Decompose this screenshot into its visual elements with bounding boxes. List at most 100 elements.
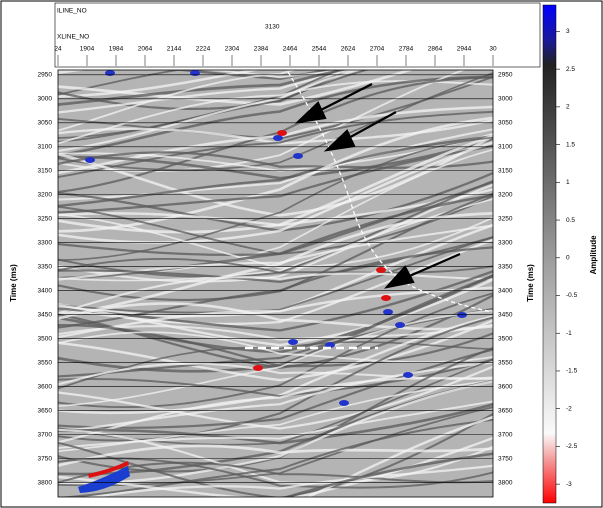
amplitude-anomaly (78, 466, 130, 493)
time-tick-label-right: 2950 (498, 72, 513, 79)
reflector (283, 452, 493, 497)
time-tick-label-left: 3550 (38, 359, 53, 366)
amplitude-anomaly (190, 70, 200, 76)
xline-tick-label: 24 (54, 46, 62, 53)
xline-tick-label: 2224 (196, 46, 211, 53)
reflector (58, 75, 493, 157)
time-tick-label-right: 3800 (498, 479, 513, 486)
amplitude-anomaly (105, 70, 115, 76)
amplitude-anomaly (403, 372, 413, 378)
colorbar-title: Amplitude (589, 235, 598, 275)
inline-value: 3130 (265, 24, 280, 31)
reflector (58, 70, 362, 152)
reflector (58, 80, 493, 145)
time-tick-label-right: 3050 (498, 119, 513, 126)
reflector (58, 309, 493, 407)
reflector (58, 331, 493, 364)
xline-tick-label: 2784 (399, 46, 414, 53)
time-labels: 2950 2950 3000 3000 3050 3050 3100 3100 3150 3150… (38, 72, 513, 487)
xline-tick-label: 2064 (138, 46, 153, 53)
reflector (58, 302, 493, 331)
annotations (245, 71, 493, 350)
time-tick-label-right: 3300 (498, 239, 513, 246)
amplitude-anomaly (325, 342, 335, 348)
amplitude-anomaly (85, 157, 95, 163)
time-tick-label-left: 3800 (38, 479, 53, 486)
time-tick-label-right: 3250 (498, 215, 513, 222)
reflector (58, 70, 414, 106)
reflector (58, 436, 493, 497)
reflector (58, 403, 493, 445)
colorbar-tick-label: 2.5 (566, 66, 575, 73)
reflector (58, 141, 493, 244)
seismic-texture (58, 70, 493, 497)
time-tick-label-left: 3300 (38, 239, 53, 246)
xline-tick-label: 2704 (370, 46, 385, 53)
colorbar-tick-label: -2 (566, 405, 572, 412)
time-tick-label-right: 3100 (498, 143, 513, 150)
time-tick-label-left: 3700 (38, 431, 53, 438)
time-tick-label-right: 3600 (498, 383, 513, 390)
plot-border (57, 69, 494, 498)
reflector (58, 194, 493, 280)
reflector (58, 323, 493, 368)
xline-tick-label: 2144 (167, 46, 182, 53)
reflector (58, 316, 493, 442)
xline-tick-label: 2304 (225, 46, 240, 53)
amplitude-anomaly (288, 339, 298, 345)
time-tick-label-left: 3750 (38, 455, 53, 462)
colorbar-tick-label: -3 (566, 481, 572, 488)
colorbar-tick-label: -0.5 (566, 292, 578, 299)
amplitude-anomaly (277, 130, 287, 136)
time-tick-label-left: 3000 (38, 96, 53, 103)
amplitude-anomaly (88, 461, 129, 478)
reflector (58, 348, 493, 429)
xline-tick-label: 2384 (254, 46, 269, 53)
xline-tick-label: 2944 (457, 46, 472, 53)
time-tick-label-right: 3750 (498, 455, 513, 462)
time-tick-label-left: 3150 (38, 167, 53, 174)
fault-line (287, 71, 493, 313)
reflector (58, 70, 358, 114)
colorbar-tick-label: -1 (566, 330, 572, 337)
reflector (171, 70, 331, 80)
reflector (58, 444, 493, 468)
time-tick-label-right: 3400 (498, 287, 513, 294)
amplitude-anomaly (381, 295, 391, 301)
time-grid (58, 74, 493, 483)
reflector (58, 257, 493, 274)
xline-tick-label: 2864 (428, 46, 443, 53)
time-tick-label-left: 3200 (38, 191, 53, 198)
amplitude-anomaly (383, 309, 393, 315)
time-tick-label-left: 3250 (38, 215, 53, 222)
xline-label: XLINE_NO (57, 34, 89, 41)
arrows (294, 83, 461, 289)
reflector (58, 188, 493, 227)
xline-tick-label: 1904 (80, 46, 95, 53)
reflector (58, 70, 349, 106)
xline-tick-label: 2544 (312, 46, 327, 53)
reflector (58, 400, 493, 449)
time-tick-label-left: 3450 (38, 311, 53, 318)
reflector (58, 183, 493, 283)
colorbar-tick-label: -2.5 (566, 443, 578, 450)
colorbar-tick-label: 3 (566, 28, 570, 35)
reflector (58, 136, 493, 261)
amplitude-anomaly (293, 153, 303, 159)
reflector (58, 428, 493, 485)
time-tick-label-right: 3500 (498, 335, 513, 342)
reflector (58, 380, 493, 485)
time-tick-label-right: 3200 (498, 191, 513, 198)
time-tick-label-right: 3350 (498, 263, 513, 270)
amplitude-anomaly (376, 267, 386, 273)
time-tick-label-right: 3650 (498, 407, 513, 414)
reflector (58, 365, 493, 430)
inline-label: ILINE_NO (57, 8, 87, 15)
colorbar-tick-label: 0.5 (566, 217, 575, 224)
time-tick-label-left: 3500 (38, 335, 53, 342)
time-tick-label-left: 3600 (38, 383, 53, 390)
time-tick-label-right: 3000 (498, 96, 513, 103)
colorbar-tick-label: 2 (566, 104, 570, 111)
